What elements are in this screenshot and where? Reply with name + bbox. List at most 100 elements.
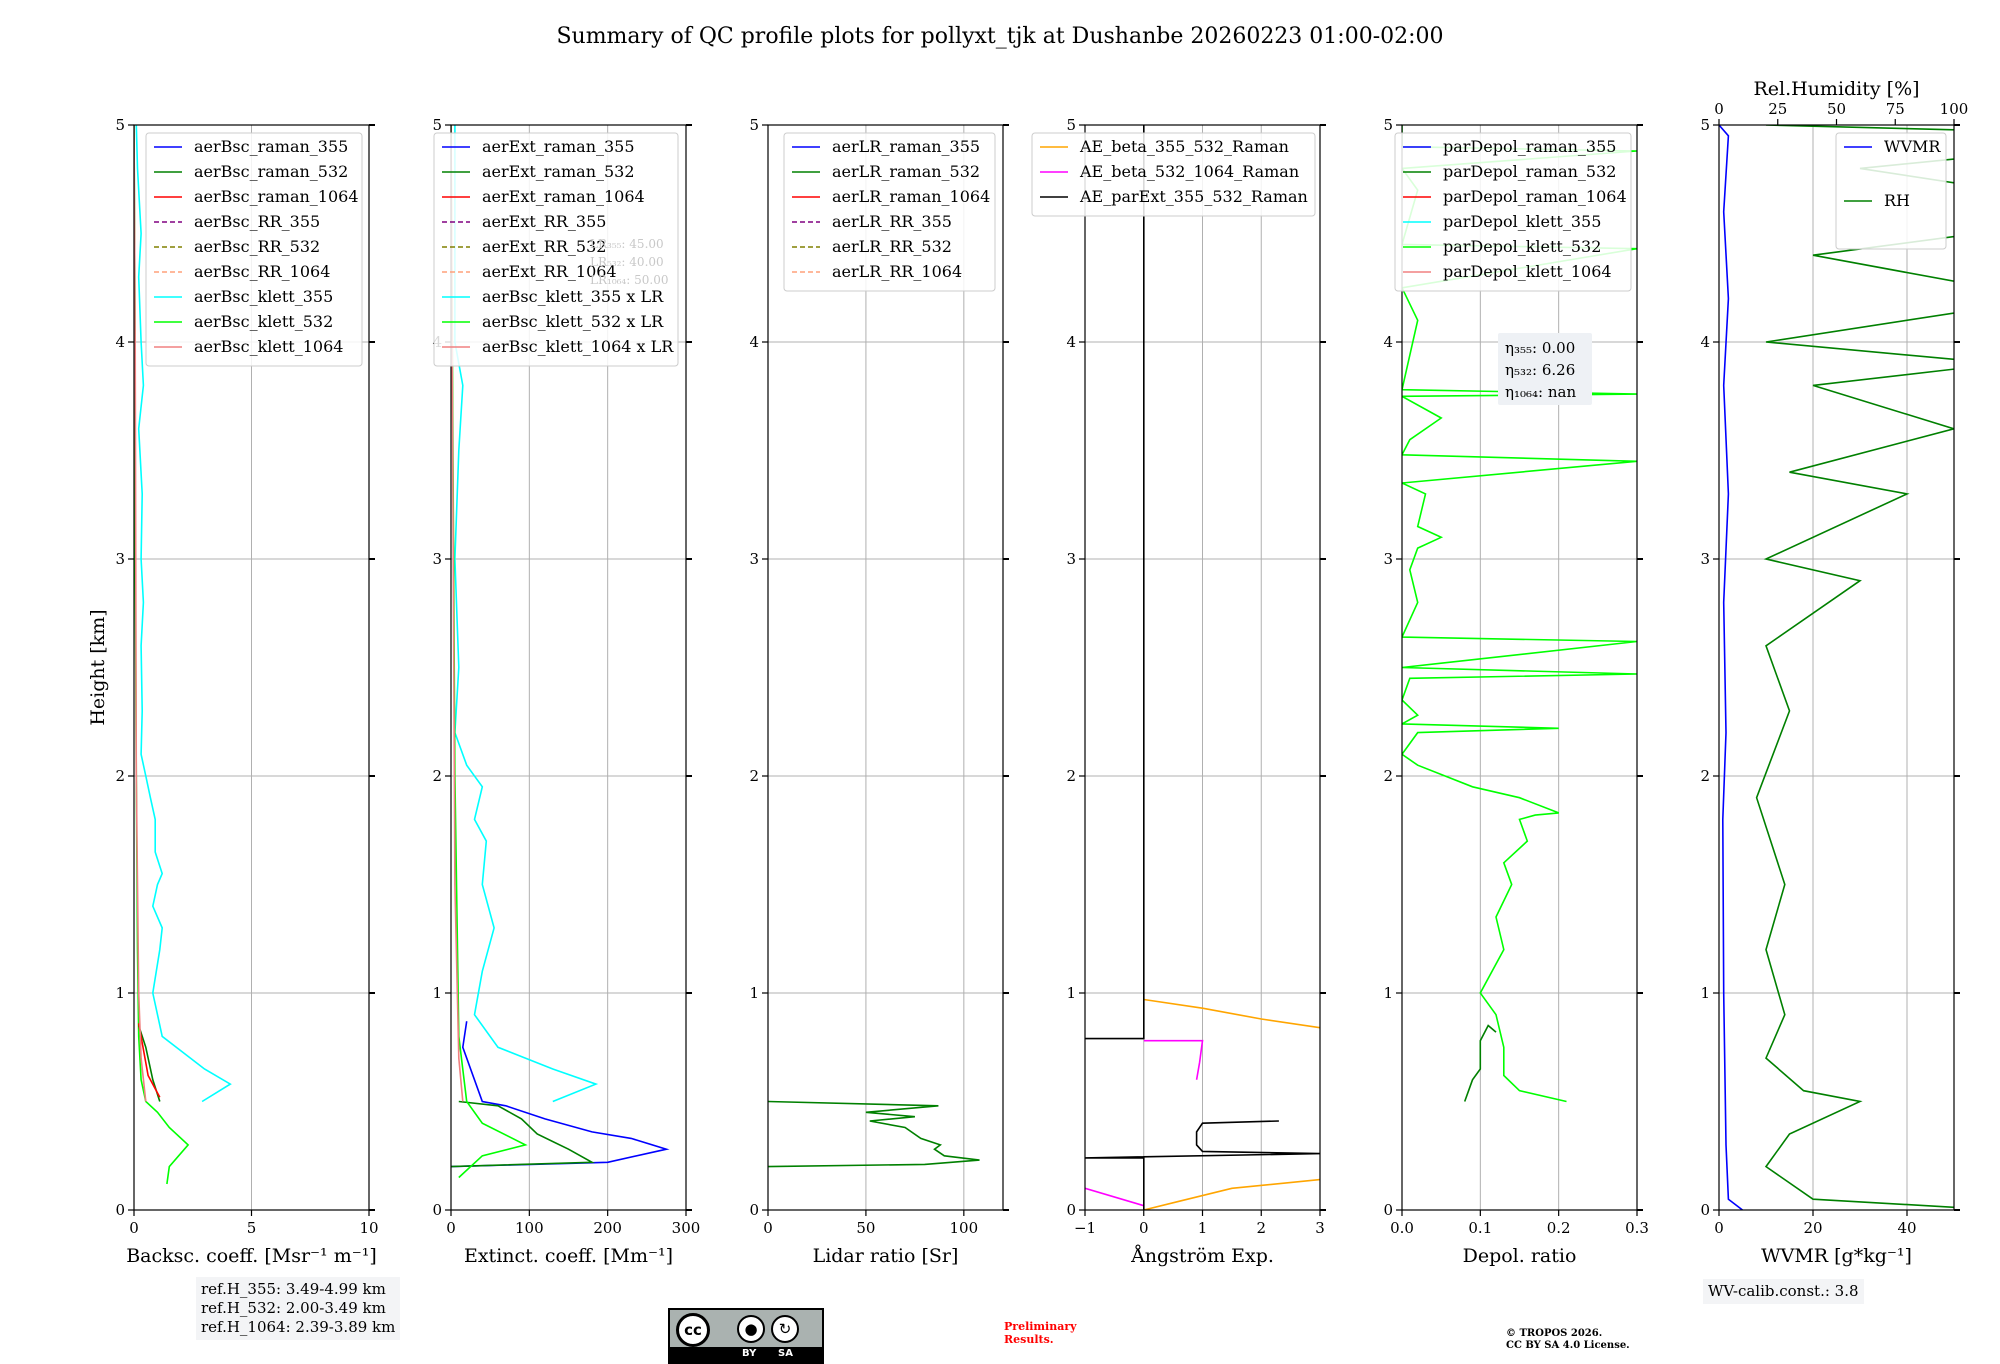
legend-label-5: aerBsc_RR_1064 bbox=[194, 262, 330, 281]
x-axis-label: Extinct. coeff. [Mm⁻¹] bbox=[464, 1245, 673, 1267]
x-axis-label: Depol. ratio bbox=[1463, 1245, 1577, 1267]
eta-box bbox=[1498, 333, 1592, 405]
legend-label-0: aerLR_raman_355 bbox=[832, 137, 980, 156]
y-tick-label-2: 2 bbox=[1700, 767, 1710, 785]
x-tick-label-1: 0 bbox=[1139, 1219, 1149, 1237]
copyright-note: © TROPOS 2026. CC BY SA 4.0 License. bbox=[1506, 1328, 1630, 1352]
wv-calib-text: WV-calib.const.: 3.8 bbox=[1708, 1282, 1859, 1300]
y-tick-label-1: 1 bbox=[749, 984, 759, 1002]
y-tick-label-5: 5 bbox=[432, 116, 442, 134]
legend-box bbox=[1031, 132, 1316, 217]
series-aerlr-raman-532-0 bbox=[768, 1100, 980, 1168]
y-tick-label-1: 1 bbox=[432, 984, 442, 1002]
ref-height-box: ref.H_355: 3.49-4.99 km ref.H_532: 2.00-… bbox=[196, 1277, 401, 1340]
y-tick-label-4: 4 bbox=[1383, 333, 1393, 351]
x-tick-label-0: 0.0 bbox=[1390, 1219, 1414, 1237]
preliminary-line-1: Preliminary bbox=[1004, 1320, 1077, 1333]
y-tick-label-5: 5 bbox=[115, 116, 125, 134]
x-axis-label: WVMR [g*kg⁻¹] bbox=[1761, 1245, 1912, 1267]
legend-box bbox=[145, 132, 363, 367]
series-aerbsc-klett-1064-x-lr-4 bbox=[451, 125, 464, 1102]
y-tick-label-5: 5 bbox=[1066, 116, 1076, 134]
top-axis-label: Rel.Humidity [%] bbox=[1753, 78, 1919, 100]
y-tick-label-0: 0 bbox=[1700, 1201, 1710, 1219]
series-aerbsc-klett-355-x-lr-0 bbox=[454, 125, 599, 1103]
panel-lr: 0 50 100 0 1 2 3 4 5 Lidar ratio [Sr] aerLR_raman_… bbox=[749, 116, 1009, 1267]
y-tick-label-4: 4 bbox=[115, 333, 125, 351]
legend-label-8: aerBsc_klett_1064 x LR bbox=[482, 337, 674, 356]
legend-label-3: parDepol_klett_355 bbox=[1443, 212, 1601, 231]
eta-note-2: η₁₀₆₄: nan bbox=[1505, 383, 1576, 401]
series-ae-beta-532-1064-raman-2 bbox=[1085, 1187, 1145, 1207]
legend-label-2: aerLR_raman_1064 bbox=[832, 187, 990, 206]
cc-license-badge: cc ● ↻ BY SA bbox=[668, 1308, 824, 1364]
cc-by-label: BY bbox=[742, 1348, 757, 1359]
panel-depol: 0.0 0.1 0.2 0.3 0 1 2 3 4 5 Depol. ratio parDepol_r… bbox=[1383, 116, 1648, 1267]
top-tick-label-2: 50 bbox=[1827, 100, 1846, 118]
series-pardepol-klett-532-0 bbox=[1402, 125, 1637, 1103]
y-tick-label-0: 0 bbox=[432, 1201, 442, 1219]
legend-box bbox=[433, 132, 679, 367]
y-tick-label-0: 0 bbox=[115, 1201, 125, 1219]
legend-label-4: aerExt_RR_532 bbox=[482, 237, 606, 256]
legend-label-1: aerBsc_raman_532 bbox=[194, 162, 348, 181]
top-tick-label-4: 100 bbox=[1940, 100, 1969, 118]
y-tick-label-3: 3 bbox=[432, 550, 442, 568]
y-axis-label: Height [km] bbox=[87, 609, 109, 725]
eta-note-0: η₃₅₅: 0.00 bbox=[1505, 339, 1575, 357]
axes-frame bbox=[1401, 124, 1638, 1211]
y-tick-label-1: 1 bbox=[1383, 984, 1393, 1002]
y-tick-label-1: 1 bbox=[1700, 984, 1710, 1002]
series-ae-parext-355-532-raman-4 bbox=[1085, 1120, 1320, 1210]
series-ae-parext-355-532-raman-5 bbox=[1085, 125, 1145, 1040]
legend-box bbox=[783, 132, 996, 292]
axes-frame bbox=[450, 124, 687, 1211]
legend-box bbox=[1394, 132, 1632, 292]
x-tick-label-0: 0 bbox=[1714, 1219, 1724, 1237]
legend-label-0: aerExt_raman_355 bbox=[482, 137, 635, 156]
x-tick-label-1: 5 bbox=[247, 1219, 257, 1237]
y-tick-label-0: 0 bbox=[1383, 1201, 1393, 1219]
top-tick-label-1: 25 bbox=[1768, 100, 1787, 118]
series-aerbsc-klett-1064-4 bbox=[134, 125, 147, 1102]
y-tick-label-0: 0 bbox=[1066, 1201, 1076, 1219]
axes-frame bbox=[1718, 124, 1955, 1211]
series-rh-1 bbox=[1755, 125, 1954, 1209]
legend-label-7: aerBsc_klett_532 bbox=[194, 312, 333, 331]
lidar-ratio-note-2: LR₁₀₆₄: 50.00 bbox=[590, 273, 668, 287]
lidar-ratio-note-1: LR₅₃₂: 40.00 bbox=[590, 255, 664, 269]
series-aerext-raman-532-2 bbox=[451, 1100, 595, 1168]
legend-label-7: aerBsc_klett_532 x LR bbox=[482, 312, 664, 331]
legend-label-6: aerBsc_klett_355 bbox=[194, 287, 333, 306]
legend-label-2: aerExt_raman_1064 bbox=[482, 187, 645, 206]
x-tick-label-2: 100 bbox=[950, 1219, 979, 1237]
series-ae-beta-355-532-raman-0 bbox=[1143, 1178, 1320, 1210]
legend-label-1: AE_beta_532_1064_Raman bbox=[1079, 162, 1299, 181]
x-tick-label-0: 0 bbox=[129, 1219, 139, 1237]
x-tick-label-2: 0.2 bbox=[1547, 1219, 1571, 1237]
legend-label-0: AE_beta_355_532_Raman bbox=[1079, 137, 1289, 156]
legend-label-1: parDepol_raman_532 bbox=[1443, 162, 1616, 181]
eta-note-1: η₅₃₂: 6.26 bbox=[1505, 361, 1575, 379]
panel-ext: 0100200300012345Extinct. coeff. [Mm⁻¹]ae… bbox=[432, 116, 700, 1267]
legend-label-4: aerLR_RR_532 bbox=[832, 237, 952, 256]
y-tick-label-3: 3 bbox=[1066, 550, 1076, 568]
x-tick-label-3: 0.3 bbox=[1625, 1219, 1649, 1237]
y-tick-label-1: 1 bbox=[1066, 984, 1076, 1002]
x-axis-label: Lidar ratio [Sr] bbox=[813, 1245, 959, 1267]
legend-label-1: RH bbox=[1884, 191, 1910, 210]
legend-label-1: aerLR_raman_532 bbox=[832, 162, 980, 181]
wv-calib-box: WV-calib.const.: 3.8 bbox=[1703, 1279, 1864, 1304]
y-tick-label-5: 5 bbox=[1700, 116, 1710, 134]
x-tick-label-1: 0.1 bbox=[1468, 1219, 1492, 1237]
series-ae-beta-532-1064-raman-3 bbox=[1143, 1039, 1204, 1080]
x-tick-label-2: 200 bbox=[593, 1219, 622, 1237]
legend-box bbox=[1835, 132, 1947, 250]
x-tick-label-3: 300 bbox=[672, 1219, 701, 1237]
legend-label-2: parDepol_raman_1064 bbox=[1443, 187, 1627, 206]
x-axis-label: Backsc. coeff. [Msr⁻¹ m⁻¹] bbox=[126, 1245, 377, 1267]
ref-height-1064: ref.H_1064: 2.39-3.89 km bbox=[201, 1318, 396, 1336]
y-tick-label-2: 2 bbox=[1066, 767, 1076, 785]
x-tick-label-1: 20 bbox=[1803, 1219, 1822, 1237]
